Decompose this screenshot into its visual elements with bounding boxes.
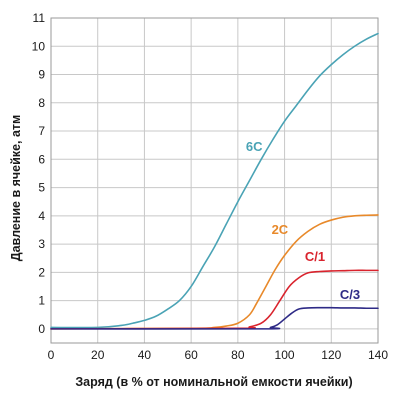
x-tick-label: 80 [231, 348, 245, 362]
series-line-c-3 [50, 306, 379, 330]
x-tick-label: 120 [321, 348, 341, 362]
x-tick-label: 40 [138, 348, 152, 362]
x-tick-label: 0 [48, 348, 55, 362]
x-tick-label: 140 [368, 348, 388, 362]
y-tick-label: 7 [38, 124, 45, 138]
x-tick-label: 20 [91, 348, 105, 362]
series-label-c-1: C/1 [305, 249, 325, 264]
y-tick-label: 6 [38, 152, 45, 166]
x-tick-label: 100 [275, 348, 295, 362]
series-label-c-3: C/3 [340, 287, 360, 302]
y-tick-label: 4 [38, 209, 45, 223]
x-axis-label: Заряд (в % от номинальной емкости ячейки… [75, 375, 352, 389]
y-tick-label: 3 [38, 237, 45, 251]
y-tick-label: 10 [32, 39, 46, 53]
y-tick-label: 1 [38, 294, 45, 308]
y-tick-label: 0 [38, 322, 45, 336]
y-tick-label: 5 [38, 181, 45, 195]
y-tick-labels: 0 1 2 3 4 5 6 7 8 9 10 11 [32, 11, 46, 336]
y-tick-label: 8 [38, 96, 45, 110]
y-tick-label: 9 [38, 68, 45, 82]
grid [50, 17, 379, 343]
series-label-2c: 2C [272, 222, 289, 237]
plot-frame [50, 17, 379, 344]
y-tick-label: 2 [38, 265, 45, 279]
series-line-2c [50, 214, 379, 330]
x-tick-labels: 0 20 40 60 80 100 120 140 [48, 348, 389, 362]
series-label-6c: 6C [246, 139, 263, 154]
y-tick-label: 11 [33, 11, 46, 25]
series-line-6c [50, 32, 379, 329]
y-axis-label: Давление в ячейке, атм [9, 115, 23, 262]
series-line-c-1 [50, 269, 379, 330]
series-group [50, 32, 379, 330]
series-labels: 6C 2C C/1 C/3 [246, 139, 360, 302]
x-tick-label: 60 [184, 348, 198, 362]
